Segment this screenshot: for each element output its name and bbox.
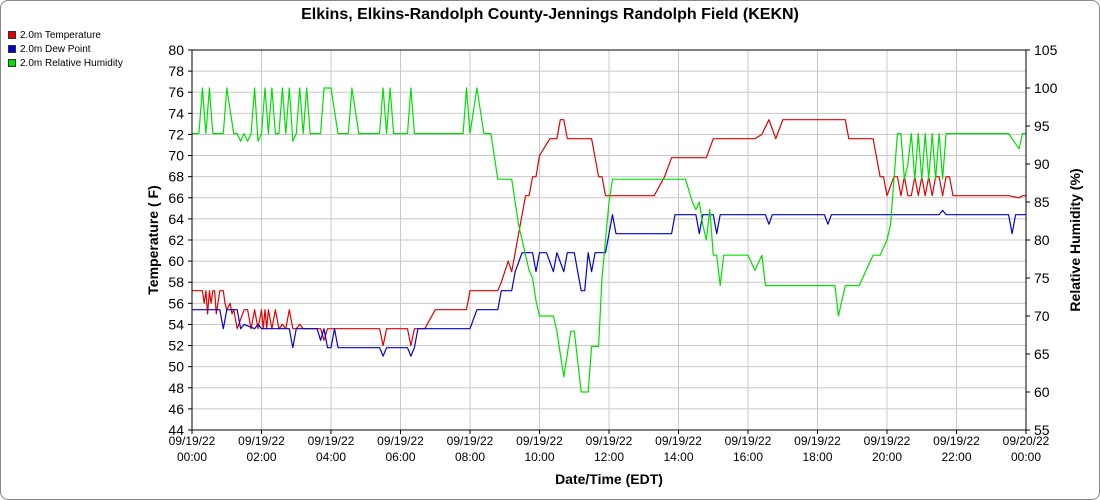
legend-item-relative-humidity: 2.0m Relative Humidity <box>8 56 123 70</box>
y-axis-label-left: Temperature ( F) <box>145 185 161 294</box>
x-tick-label-time: 06:00 <box>385 450 415 464</box>
x-tick-label-date: 09/19/22 <box>655 434 702 448</box>
x-tick-label-time: 20:00 <box>872 450 902 464</box>
x-tick-label-date: 09/19/22 <box>169 434 216 448</box>
x-tick-label-time: 14:00 <box>663 450 693 464</box>
y-tick-label-left: 74 <box>168 105 184 121</box>
x-tick-label-time: 12:00 <box>594 450 624 464</box>
x-tick-label-date: 09/19/22 <box>516 434 563 448</box>
x-tick-label-time: 02:00 <box>246 450 276 464</box>
x-tick-label-time: 22:00 <box>941 450 971 464</box>
legend-swatch-dew-point <box>8 45 16 53</box>
series-line-dew-point <box>192 209 1026 357</box>
y-tick-label-left: 62 <box>168 232 184 248</box>
y-tick-label-left: 48 <box>168 380 184 396</box>
series-layer <box>192 87 1026 393</box>
x-tick-label-date: 09/19/22 <box>933 434 980 448</box>
y-tick-label-left: 76 <box>168 84 184 100</box>
y-tick-label-left: 72 <box>168 126 184 142</box>
y-tick-label-left: 52 <box>168 338 184 354</box>
y-tick-label-right: 80 <box>1034 232 1050 248</box>
x-tick-label-date: 09/19/22 <box>725 434 772 448</box>
y-axis-label-right: Relative Humidity (%) <box>1067 168 1083 311</box>
y-tick-label-left: 78 <box>168 63 184 79</box>
y-tick-label-left: 80 <box>168 42 184 58</box>
y-tick-label-right: 95 <box>1034 118 1050 134</box>
x-tick-label-date: 09/19/22 <box>586 434 633 448</box>
legend-label-relative-humidity: 2.0m Relative Humidity <box>20 57 123 69</box>
x-tick-label-date: 09/19/22 <box>864 434 911 448</box>
legend-item-temperature: 2.0m Temperature <box>8 28 123 42</box>
legend-swatch-relative-humidity <box>8 59 16 67</box>
x-tick-label-date: 09/19/22 <box>377 434 424 448</box>
y-tick-label-right: 90 <box>1034 156 1050 172</box>
y-tick-label-left: 44 <box>168 422 184 438</box>
x-tick-label-date: 09/19/22 <box>447 434 494 448</box>
legend-label-dew-point: 2.0m Dew Point <box>20 43 91 55</box>
y-tick-label-left: 66 <box>168 190 184 206</box>
x-tick-label-time: 08:00 <box>455 450 485 464</box>
x-tick-label-time: 10:00 <box>524 450 554 464</box>
y-tick-label-left: 58 <box>168 274 184 290</box>
x-tick-label-date: 09/19/22 <box>238 434 285 448</box>
y-tick-label-left: 70 <box>168 148 184 164</box>
y-tick-label-left: 46 <box>168 401 184 417</box>
x-tick-label-time: 16:00 <box>733 450 763 464</box>
x-tick-label-time: 18:00 <box>802 450 832 464</box>
x-axis-label: Date/Time (EDT) <box>555 471 663 487</box>
y-tick-label-right: 85 <box>1034 194 1050 210</box>
legend-swatch-temperature <box>8 31 16 39</box>
y-axis-left: 44 46 48 50 52 54 56 58 60 62 64 66 68 70 72 74 76 78 80 <box>168 42 192 438</box>
grid-lines <box>191 49 1027 431</box>
x-axis: 09/19/22 00:00 09/19/22 02:00 09/19/22 04:00 0… <box>169 430 1050 464</box>
legend: 2.0m Temperature 2.0m Dew Point 2.0m Rel… <box>8 28 123 70</box>
y-tick-label-left: 60 <box>168 253 184 269</box>
y-tick-label-left: 64 <box>168 211 184 227</box>
y-tick-label-right: 75 <box>1034 270 1050 286</box>
y-tick-label-right: 70 <box>1034 308 1050 324</box>
x-tick-label-time: 00:00 <box>177 450 207 464</box>
y-tick-label-left: 56 <box>168 295 184 311</box>
y-tick-label-left: 68 <box>168 169 184 185</box>
x-tick-label-time: 00:00 <box>1011 450 1041 464</box>
series-line-relative-humidity <box>192 87 1026 393</box>
x-tick-label-date: 09/20/22 <box>1003 434 1050 448</box>
x-tick-label-date: 09/19/22 <box>308 434 355 448</box>
y-tick-label-right: 60 <box>1034 384 1050 400</box>
x-tick-label-date: 09/19/22 <box>794 434 841 448</box>
y-tick-label-right: 55 <box>1034 422 1050 438</box>
y-tick-label-left: 54 <box>168 316 184 332</box>
x-tick-label-time: 04:00 <box>316 450 346 464</box>
y-tick-label-right: 65 <box>1034 346 1050 362</box>
y-tick-label-left: 50 <box>168 359 184 375</box>
legend-label-temperature: 2.0m Temperature <box>20 29 101 41</box>
chart-title: Elkins, Elkins-Randolph County-Jennings … <box>301 6 799 23</box>
y-axis-right: 55 60 65 70 75 80 85 90 95 100 105 <box>1026 42 1058 438</box>
y-tick-label-right: 100 <box>1034 80 1058 96</box>
legend-item-dew-point: 2.0m Dew Point <box>8 42 123 56</box>
y-tick-label-right: 105 <box>1034 42 1058 58</box>
